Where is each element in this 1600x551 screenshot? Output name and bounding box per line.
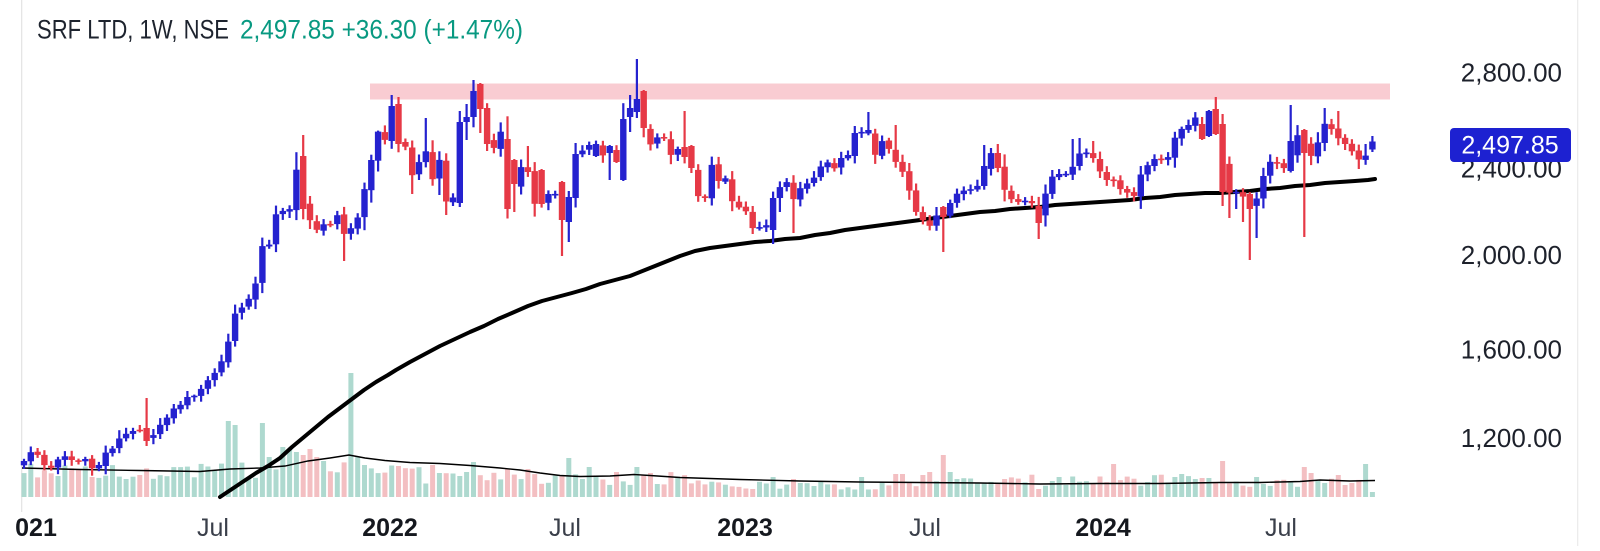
svg-text:2024: 2024 bbox=[1075, 514, 1131, 542]
svg-text:1,200.00: 1,200.00 bbox=[1461, 423, 1562, 453]
svg-text:Jul: Jul bbox=[909, 514, 941, 542]
svg-text:2022: 2022 bbox=[362, 514, 418, 542]
svg-text:Jul: Jul bbox=[197, 514, 229, 542]
svg-text:1,600.00: 1,600.00 bbox=[1461, 335, 1562, 365]
svg-text:2,000.00: 2,000.00 bbox=[1461, 240, 1562, 270]
svg-text:021: 021 bbox=[15, 514, 57, 542]
svg-text:2,800.00: 2,800.00 bbox=[1461, 58, 1562, 88]
svg-text:2,497.85: 2,497.85 bbox=[1461, 132, 1558, 160]
svg-text:Jul: Jul bbox=[1265, 514, 1297, 542]
svg-text:2,497.85 +36.30 (+1.47%): 2,497.85 +36.30 (+1.47%) bbox=[240, 14, 523, 44]
svg-text:SRF LTD, 1W, NSE: SRF LTD, 1W, NSE bbox=[37, 14, 229, 44]
svg-text:2023: 2023 bbox=[717, 514, 773, 542]
svg-text:Jul: Jul bbox=[549, 514, 581, 542]
